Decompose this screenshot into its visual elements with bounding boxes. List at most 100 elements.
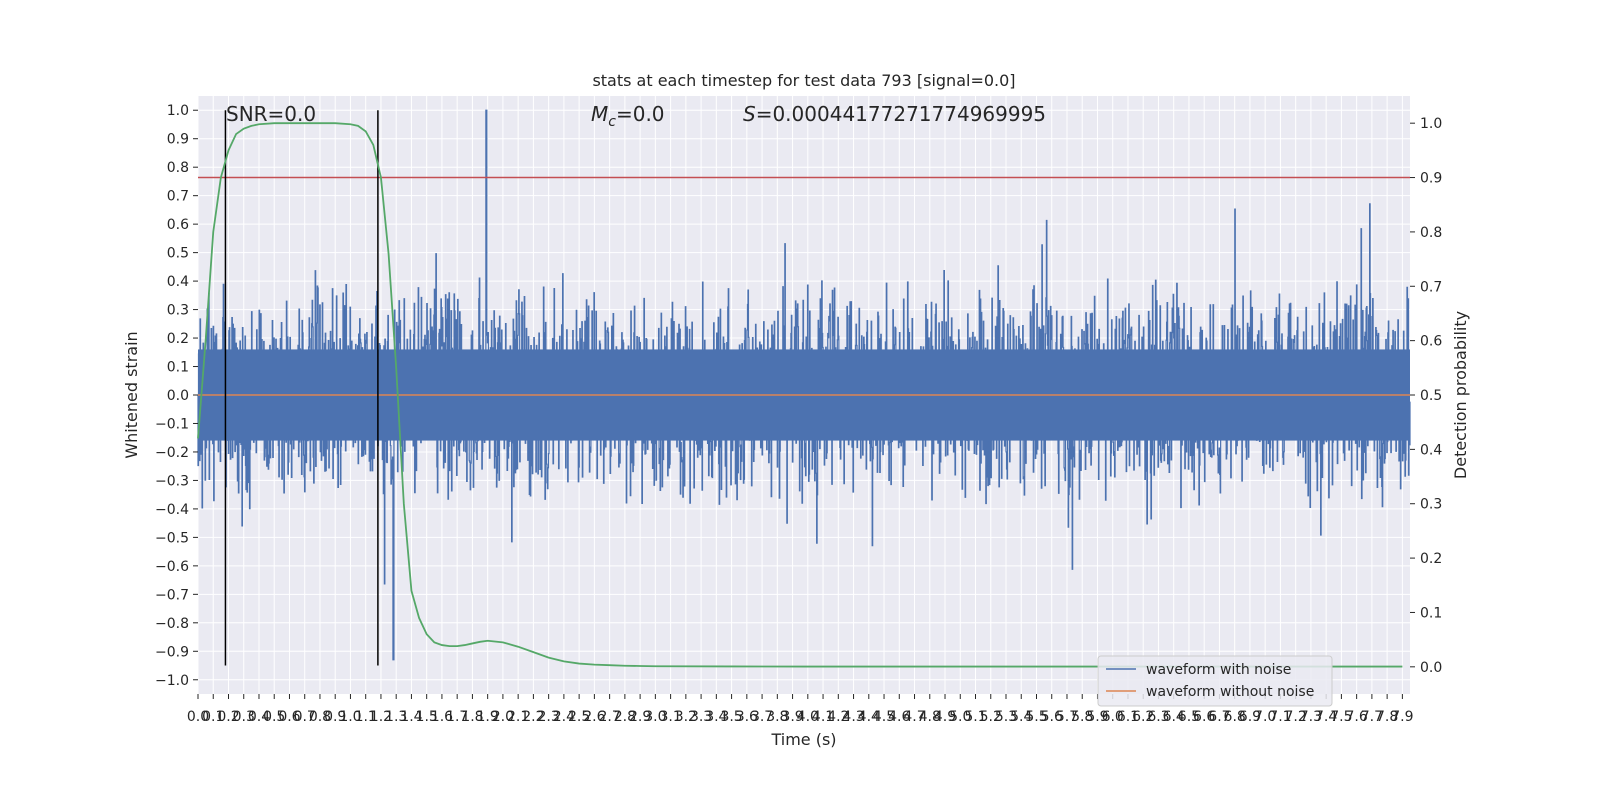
- right-y-tick-label: 0.6: [1420, 334, 1442, 350]
- chirp-mass-symbol: M: [591, 102, 608, 126]
- x-tick-label: 3.2: [675, 709, 697, 725]
- left-y-tick-label: 0.2: [167, 331, 189, 347]
- x-tick-label: 2.0: [492, 709, 514, 725]
- x-tick-label: 5.1: [964, 709, 986, 725]
- left-y-tick-label: −0.5: [155, 530, 189, 546]
- legend-label-with-noise: waveform with noise: [1146, 662, 1291, 678]
- x-tick-label: 1.8: [461, 709, 483, 725]
- right-y-axis-label: Detection probability: [1451, 311, 1470, 479]
- left-y-tick-label: 0.7: [167, 189, 189, 205]
- x-tick-label: 2.5: [568, 709, 590, 725]
- s-annotation: S=0.00044177271774969995: [743, 102, 1046, 126]
- overlay-lines: [197, 110, 1410, 668]
- x-tick-label: 0.9: [324, 709, 346, 725]
- x-tick-label: 1.9: [477, 709, 499, 725]
- x-tick-label: 2.8: [614, 709, 636, 725]
- right-y-tick-label: 0.1: [1420, 605, 1442, 621]
- x-tick-label: 3.1: [659, 709, 681, 725]
- left-y-tick-label: −0.1: [155, 416, 189, 432]
- chart-title: stats at each timestep for test data 793…: [592, 71, 1015, 90]
- right-y-tick-label: 1.0: [1420, 116, 1442, 132]
- x-tick-label: 5.4: [1010, 709, 1032, 725]
- x-ticks: 0.00.10.20.30.40.50.60.70.80.91.01.11.21…: [187, 694, 1414, 725]
- x-tick-label: 0.3: [233, 709, 255, 725]
- x-tick-label: 7.0: [1254, 709, 1276, 725]
- x-tick-label: 3.5: [720, 709, 742, 725]
- x-tick-label: 5.3: [995, 709, 1017, 725]
- x-tick-label: 7.7: [1361, 709, 1383, 725]
- x-tick-label: 3.4: [705, 709, 727, 725]
- x-tick-label: 2.9: [629, 709, 651, 725]
- chirp-mass-subscript: c: [608, 114, 616, 130]
- x-tick-label: 0.1: [202, 709, 224, 725]
- left-y-tick-label: 0.4: [167, 274, 189, 290]
- x-tick-label: 6.9: [1239, 709, 1261, 725]
- x-axis-label: Time (s): [770, 730, 836, 749]
- x-tick-label: 6.3: [1147, 709, 1169, 725]
- x-tick-label: 4.7: [903, 709, 925, 725]
- right-y-tick-label: 0.5: [1420, 388, 1442, 404]
- x-tick-label: 4.3: [842, 709, 864, 725]
- x-tick-label: 6.8: [1224, 709, 1246, 725]
- x-tick-label: 6.4: [1163, 709, 1185, 725]
- x-tick-label: 5.7: [1056, 709, 1078, 725]
- x-tick-label: 2.2: [522, 709, 544, 725]
- x-tick-label: 0.2: [217, 709, 239, 725]
- x-tick-label: 7.4: [1315, 709, 1337, 725]
- left-y-tick-label: −0.2: [155, 445, 189, 461]
- x-tick-label: 3.0: [644, 709, 666, 725]
- left-y-tick-label: 0.0: [167, 388, 189, 404]
- x-tick-label: 1.7: [446, 709, 468, 725]
- x-tick-label: 5.9: [1086, 709, 1108, 725]
- left-y-ticks: 1.0 0.9 0.8 0.7 0.6 0.5 0.4 0.3 0.2 0.1 0.0 −0.1 −0.…: [155, 103, 198, 689]
- x-tick-label: 1.5: [416, 709, 438, 725]
- x-tick-label: 1.0: [339, 709, 361, 725]
- x-tick-label: 1.3: [385, 709, 407, 725]
- left-y-tick-label: −0.4: [155, 502, 189, 518]
- x-tick-label: 2.3: [538, 709, 560, 725]
- x-tick-label: 0.7: [294, 709, 316, 725]
- left-y-tick-label: 0.5: [167, 246, 189, 262]
- x-tick-label: 7.9: [1391, 709, 1413, 725]
- x-tick-label: 7.8: [1376, 709, 1398, 725]
- left-y-tick-label: −1.0: [155, 673, 189, 689]
- x-tick-label: 5.2: [980, 709, 1002, 725]
- x-tick-label: 3.9: [781, 709, 803, 725]
- x-tick-label: 1.6: [431, 709, 453, 725]
- x-tick-label: 0.8: [309, 709, 331, 725]
- left-y-tick-label: −0.6: [155, 559, 189, 575]
- x-tick-label: 1.1: [355, 709, 377, 725]
- x-tick-label: 2.4: [553, 709, 575, 725]
- left-y-tick-label: −0.9: [155, 644, 189, 660]
- x-tick-label: 5.5: [1025, 709, 1047, 725]
- x-tick-label: 2.6: [583, 709, 605, 725]
- chirp-mass-annotation: Mc=0.0: [591, 102, 665, 130]
- right-y-tick-label: 0.9: [1420, 171, 1442, 187]
- x-tick-label: 3.6: [736, 709, 758, 725]
- x-tick-label: 4.9: [934, 709, 956, 725]
- x-tick-label: 2.1: [507, 709, 529, 725]
- x-tick-label: 5.6: [1041, 709, 1063, 725]
- x-tick-label: 7.2: [1285, 709, 1307, 725]
- s-symbol: S: [743, 102, 756, 126]
- snr-annotation: SNR=0.0: [226, 102, 316, 126]
- x-tick-label: 0.4: [248, 709, 270, 725]
- legend-box: [1097, 655, 1333, 707]
- left-y-tick-label: 0.8: [167, 160, 189, 176]
- left-y-axis-label: Whitened strain: [122, 331, 141, 458]
- x-tick-label: 0.0: [187, 709, 209, 725]
- left-y-tick-label: 0.6: [167, 217, 189, 233]
- left-y-tick-label: −0.3: [155, 473, 189, 489]
- left-y-tick-label: −0.7: [155, 587, 189, 603]
- x-tick-label: 6.5: [1178, 709, 1200, 725]
- s-value: =0.00044177271774969995: [756, 102, 1046, 126]
- left-y-tick-label: 0.3: [167, 303, 189, 319]
- x-tick-label: 6.0: [1102, 709, 1124, 725]
- x-tick-label: 3.8: [766, 709, 788, 725]
- x-tick-label: 6.2: [1132, 709, 1154, 725]
- x-tick-label: 4.2: [827, 709, 849, 725]
- x-tick-label: 7.3: [1300, 709, 1322, 725]
- chirp-mass-value: =0.0: [616, 102, 665, 126]
- x-tick-label: 0.5: [263, 709, 285, 725]
